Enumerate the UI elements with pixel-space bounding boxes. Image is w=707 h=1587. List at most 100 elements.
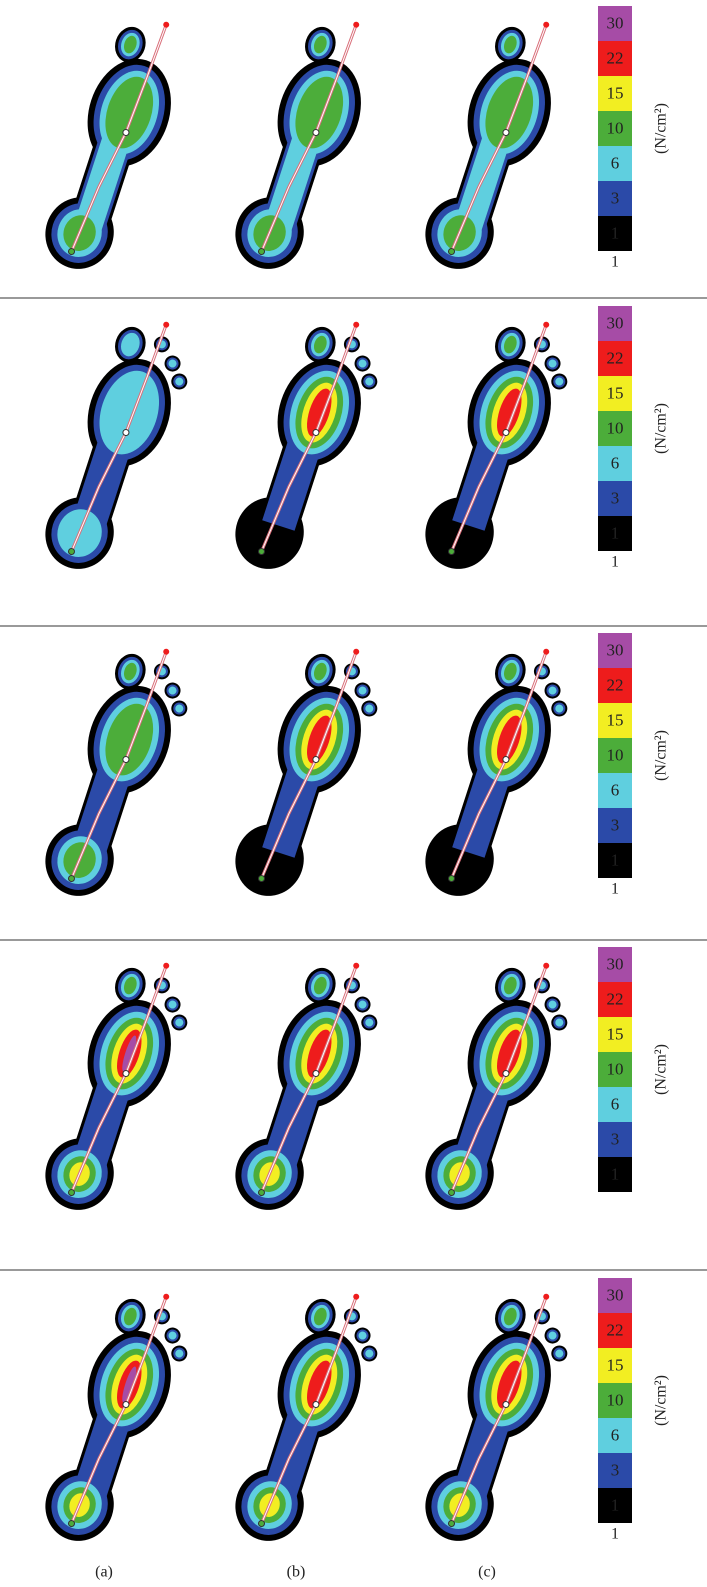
legend-level: 3 (611, 488, 620, 507)
legend-swatch (598, 1087, 632, 1122)
legend-unit: (N/cm²) (653, 1044, 670, 1095)
pressure-region (122, 1035, 137, 1072)
legend-swatch (598, 843, 632, 878)
pressure-region (497, 715, 522, 764)
legend-level: 22 (607, 989, 624, 1008)
legend-level: 10 (607, 745, 624, 764)
legend-level: 30 (607, 954, 624, 973)
toe-region (365, 704, 374, 713)
legend-swatch (598, 982, 632, 1017)
pressure-region (123, 35, 137, 54)
mid-point (502, 1401, 510, 1409)
pressure-region (307, 388, 332, 437)
end-point (353, 1293, 360, 1300)
pressure-region (123, 662, 137, 681)
legend-level: 22 (607, 48, 624, 67)
legend-swatch (598, 738, 632, 773)
pressure-region (313, 35, 327, 54)
start-point (257, 548, 265, 556)
legend-swatch (598, 181, 632, 216)
legend-level: 22 (607, 1320, 624, 1339)
footprint (425, 962, 568, 1210)
end-point (353, 21, 360, 28)
start-point (447, 1520, 455, 1528)
toe-region (175, 377, 184, 386)
footprint (45, 321, 188, 569)
start-point (447, 875, 455, 883)
legend-level: 6 (611, 1425, 620, 1444)
pressure-region (307, 1360, 332, 1409)
legend-level: 1 (611, 850, 620, 869)
legend-level: 6 (611, 780, 620, 799)
legend-swatch (598, 6, 632, 41)
legend-swatch (598, 516, 632, 551)
legend-swatch (598, 146, 632, 181)
end-point (353, 648, 360, 655)
pressure-region (313, 1307, 327, 1326)
legend-swatch (598, 1488, 632, 1523)
mid-point (122, 129, 130, 137)
end-point (543, 1293, 550, 1300)
pressure-region (99, 370, 160, 455)
pressure-region (313, 662, 327, 681)
footprint (235, 962, 378, 1210)
legend-level: 22 (607, 675, 624, 694)
mid-point (122, 1401, 130, 1409)
toe-region (548, 1000, 557, 1009)
legend-level: 30 (607, 1285, 624, 1304)
legend-swatch (598, 1157, 632, 1192)
footprint (235, 648, 378, 896)
end-point (543, 321, 550, 328)
mid-point (312, 129, 320, 137)
footprint (235, 21, 361, 269)
legend-level: 15 (607, 383, 624, 402)
end-point (543, 21, 550, 28)
legend-unit: (N/cm²) (653, 403, 670, 454)
legend-level: 1 (611, 523, 620, 542)
legend-footnote: 1 (611, 254, 619, 271)
toe-region (168, 686, 177, 695)
pressure-region (503, 335, 517, 354)
toe-region (175, 704, 184, 713)
legend-swatch (598, 376, 632, 411)
toe-region (548, 686, 557, 695)
toe-region (555, 1018, 564, 1027)
toe-region (175, 1018, 184, 1027)
start-point (67, 1189, 75, 1197)
footprint (235, 321, 378, 569)
end-point (543, 962, 550, 969)
mid-point (122, 756, 130, 764)
legend-swatch (598, 1052, 632, 1087)
pressure-region (313, 335, 327, 354)
footprint (425, 648, 568, 896)
start-point (67, 248, 75, 256)
legend-footnote: 1 (611, 554, 619, 571)
legend-level: 10 (607, 1059, 624, 1078)
legend-level: 10 (607, 418, 624, 437)
start-point (257, 875, 265, 883)
toe-region (365, 377, 374, 386)
end-point (163, 962, 170, 969)
start-point (67, 548, 75, 556)
toe-region (168, 1331, 177, 1340)
legend-level: 15 (607, 1355, 624, 1374)
mid-point (502, 129, 510, 137)
legend-level: 3 (611, 1129, 620, 1148)
toe-region (555, 377, 564, 386)
toe-region (358, 359, 367, 368)
pressure-region (503, 1307, 517, 1326)
start-point (257, 248, 265, 256)
legend-level: 15 (607, 83, 624, 102)
legend-swatch (598, 411, 632, 446)
toe-region (555, 704, 564, 713)
legend-level: 30 (607, 640, 624, 659)
toe-region (365, 1018, 374, 1027)
legend-level: 30 (607, 313, 624, 332)
legend-level: 22 (607, 348, 624, 367)
mid-point (502, 756, 510, 764)
toe-region (358, 686, 367, 695)
pressure-region (497, 1029, 522, 1078)
legend-level: 3 (611, 1460, 620, 1479)
end-point (163, 321, 170, 328)
legend-level: 10 (607, 1390, 624, 1409)
